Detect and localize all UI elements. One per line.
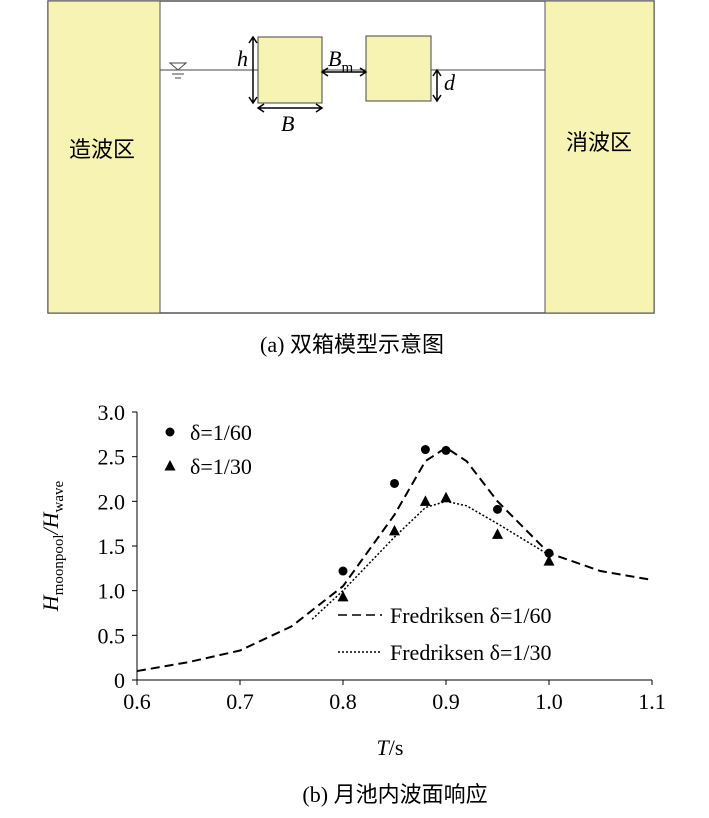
- y-tick-label: 2.0: [98, 489, 126, 514]
- label: d: [444, 70, 456, 95]
- marker: [492, 528, 503, 539]
- arrow: [432, 68, 442, 103]
- arrow: [248, 35, 258, 105]
- marker: [543, 555, 555, 566]
- label: B: [281, 111, 294, 136]
- x-axis-title: /s: [389, 735, 404, 760]
- marker: [420, 445, 430, 455]
- x-tick-label: 1.0: [535, 689, 563, 714]
- label-sub: m: [341, 60, 353, 76]
- x-tick-label: 0.7: [226, 689, 254, 714]
- water-symbol: [168, 62, 188, 79]
- y-tick-label: 3.0: [98, 400, 126, 425]
- box: [365, 35, 432, 102]
- y-axis-title: /H: [38, 511, 63, 536]
- wave-maker-zone: [47, 0, 161, 314]
- marker: [493, 504, 502, 514]
- y-axis-title: wave: [51, 480, 67, 512]
- line: [311, 500, 550, 620]
- label: B: [328, 46, 341, 71]
- marker: [389, 524, 400, 536]
- y-axis-title: Hmoonpool/Hwave: [38, 480, 67, 612]
- x-tick-label: 1.1: [638, 689, 666, 714]
- legend-label: δ=1/30: [190, 454, 252, 479]
- legend-label: Fredriksen δ=1/60: [390, 603, 551, 628]
- absorber-zone: [544, 0, 655, 314]
- diagram: 造波区 消波区 h B Bm d (a) 双箱模型示意图: [47, 0, 655, 357]
- y-tick-label: 1.0: [98, 579, 126, 604]
- marker: [338, 566, 348, 576]
- x-tick-label: 0.8: [329, 689, 357, 714]
- y-tick-label: 0.5: [98, 623, 126, 648]
- arrow: [256, 103, 324, 113]
- caption: (a) 双箱模型示意图: [260, 332, 444, 357]
- box: [257, 36, 323, 104]
- legend-label: Fredriksen δ=1/30: [390, 640, 551, 665]
- chart: T/s Hmoonpool/Hwave (b) 月池内波面响应 0 0.5 1.0 1…: [38, 400, 666, 807]
- caption: (b) 月池内波面响应: [302, 782, 487, 807]
- legend-marker: [165, 427, 175, 437]
- label: h: [237, 46, 248, 71]
- x-axis-title: T: [377, 735, 391, 760]
- marker: [419, 495, 431, 506]
- x-tick-label: 0.6: [123, 689, 151, 714]
- line: [136, 446, 653, 673]
- legend-marker: [164, 460, 176, 471]
- legend-label: δ=1/60: [190, 420, 252, 445]
- zone-label: 造波区: [69, 137, 135, 162]
- arrow: [320, 67, 368, 77]
- y-tick-label: 1.5: [98, 534, 126, 559]
- label: Bm: [328, 46, 353, 76]
- y-tick-label: 2.5: [98, 445, 126, 470]
- marker: [440, 491, 452, 503]
- y-tick-label: 0: [114, 668, 125, 693]
- y-axis-title: H: [38, 594, 63, 612]
- x-axis-title: T/s: [377, 735, 404, 760]
- marker: [337, 590, 349, 602]
- marker: [390, 478, 399, 488]
- y-axis-title: moonpool: [51, 534, 67, 595]
- x-tick-label: 0.9: [432, 689, 460, 714]
- zone-label: 消波区: [566, 130, 632, 155]
